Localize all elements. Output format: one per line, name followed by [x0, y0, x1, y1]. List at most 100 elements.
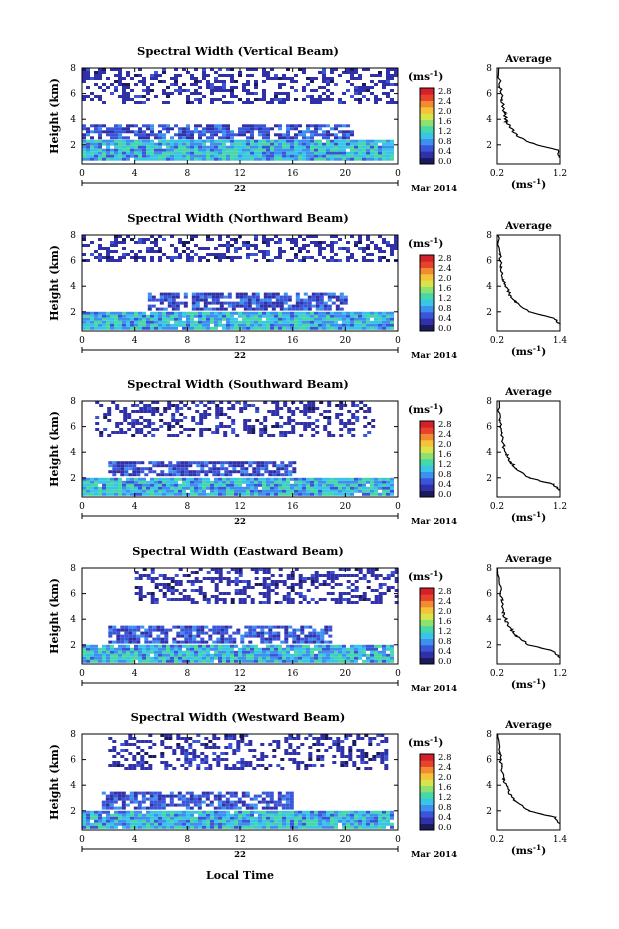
- heatmap-cell: [178, 489, 182, 493]
- heatmap-cell: [154, 653, 158, 657]
- heatmap-cell: [122, 83, 126, 86]
- heatmap-cell: [121, 791, 126, 795]
- heatmap-cell: [142, 819, 146, 823]
- heatmap-cell: [154, 586, 159, 589]
- heatmap-cell: [198, 647, 202, 651]
- heatmap-cell: [142, 136, 146, 140]
- heatmap-cell: [188, 634, 193, 638]
- heatmap-cell: [203, 292, 208, 296]
- heatmap-cell: [270, 154, 274, 158]
- heatmap-cell: [86, 311, 90, 315]
- heatmap-cell: [194, 492, 198, 496]
- heatmap-cell: [362, 148, 366, 152]
- heatmap-cell: [156, 625, 161, 629]
- heatmap-cell: [294, 142, 298, 146]
- heatmap-cell: [326, 317, 330, 321]
- heatmap-cell: [102, 822, 106, 826]
- heatmap-cell: [262, 486, 266, 490]
- heatmap-cell: [238, 151, 242, 155]
- heatmap-cell: [130, 822, 134, 826]
- heatmap-cell: [134, 816, 138, 820]
- heatmap-cell: [290, 154, 294, 158]
- heatmap-cell: [314, 148, 318, 152]
- heatmap-cell: [354, 486, 358, 490]
- heatmap-cell: [378, 247, 382, 250]
- heatmap-cell: [94, 157, 98, 161]
- heatmap-cell: [134, 139, 138, 143]
- heatmap-cell: [374, 568, 379, 571]
- heatmap-cell: [298, 317, 302, 321]
- heatmap-cell: [270, 326, 274, 330]
- heatmap-cell: [199, 298, 204, 302]
- heatmap-cell: [162, 68, 166, 71]
- heatmap-cell: [262, 74, 266, 77]
- heatmap-cell: [318, 86, 322, 89]
- x-tick-label: 12: [234, 669, 245, 679]
- heatmap-cell: [122, 317, 126, 321]
- heatmap-cell: [195, 404, 200, 407]
- heatmap-cell: [86, 477, 90, 481]
- heatmap-cell: [350, 139, 354, 143]
- heatmap-cell: [358, 568, 363, 571]
- heatmap-cell: [286, 142, 290, 146]
- heatmap-cell: [326, 320, 330, 324]
- heatmap-cell: [124, 625, 129, 629]
- heatmap-cell: [222, 311, 226, 315]
- heatmap-cell: [342, 653, 346, 657]
- heatmap-cell: [206, 477, 210, 481]
- heatmap-cell: [240, 461, 245, 465]
- heatmap-cell: [154, 486, 158, 490]
- heatmap-cell: [386, 77, 390, 80]
- heatmap-cell: [128, 625, 133, 629]
- heatmap-cell: [342, 130, 346, 134]
- heatmap-cell: [282, 311, 286, 315]
- heatmap-cell: [150, 480, 154, 484]
- heatmap-cell: [319, 304, 324, 308]
- heatmap-cell: [386, 241, 390, 244]
- heatmap-cell: [210, 127, 214, 131]
- heatmap-cell: [203, 404, 208, 407]
- heatmap-cell: [150, 145, 154, 149]
- heatmap-cell: [358, 101, 362, 104]
- heatmap-cell: [212, 467, 217, 471]
- heatmap-cell: [263, 419, 268, 422]
- heatmap-cell: [142, 320, 146, 324]
- heatmap-cell: [226, 480, 230, 484]
- heatmap-cell: [242, 598, 247, 601]
- heatmap-cell: [162, 317, 166, 321]
- x-tick-label: 12: [234, 336, 245, 346]
- heatmap-cell: [194, 68, 198, 71]
- heatmap-cell: [286, 489, 290, 493]
- heatmap-cell: [310, 598, 315, 601]
- heatmap-cell: [166, 92, 170, 95]
- heatmap-cell: [90, 822, 94, 826]
- colorbar-tick-label: 2.0: [438, 274, 452, 284]
- heatmap-cell: [314, 825, 318, 829]
- heatmap-cell: [106, 148, 110, 152]
- heatmap-cell: [142, 650, 146, 654]
- heatmap-cell: [230, 489, 234, 493]
- heatmap-cell: [334, 489, 338, 493]
- heatmap-cell: [202, 148, 206, 152]
- heatmap-cell: [174, 480, 178, 484]
- heatmap-cell: [118, 151, 122, 155]
- heatmap-cell: [90, 810, 94, 814]
- heatmap-cell: [227, 304, 232, 308]
- heatmap-cell: [390, 586, 395, 589]
- heatmap-cell: [222, 136, 226, 140]
- heatmap-cell: [378, 80, 382, 83]
- heatmap-cell: [358, 653, 362, 657]
- heatmap-cell: [150, 571, 155, 574]
- heatmap-cell: [246, 314, 250, 318]
- heatmap-cell: [278, 142, 282, 146]
- heatmap-cell: [259, 304, 264, 308]
- heatmap-cell: [310, 492, 314, 496]
- heatmap-cell: [288, 634, 293, 638]
- heatmap-cell: [294, 480, 298, 484]
- heatmap-cell: [222, 650, 226, 654]
- heatmap-cell: [186, 653, 190, 657]
- heatmap-cell: [339, 307, 344, 311]
- heatmap-cell: [207, 428, 212, 431]
- heatmap-cell: [154, 71, 158, 74]
- heatmap-cell: [171, 434, 176, 437]
